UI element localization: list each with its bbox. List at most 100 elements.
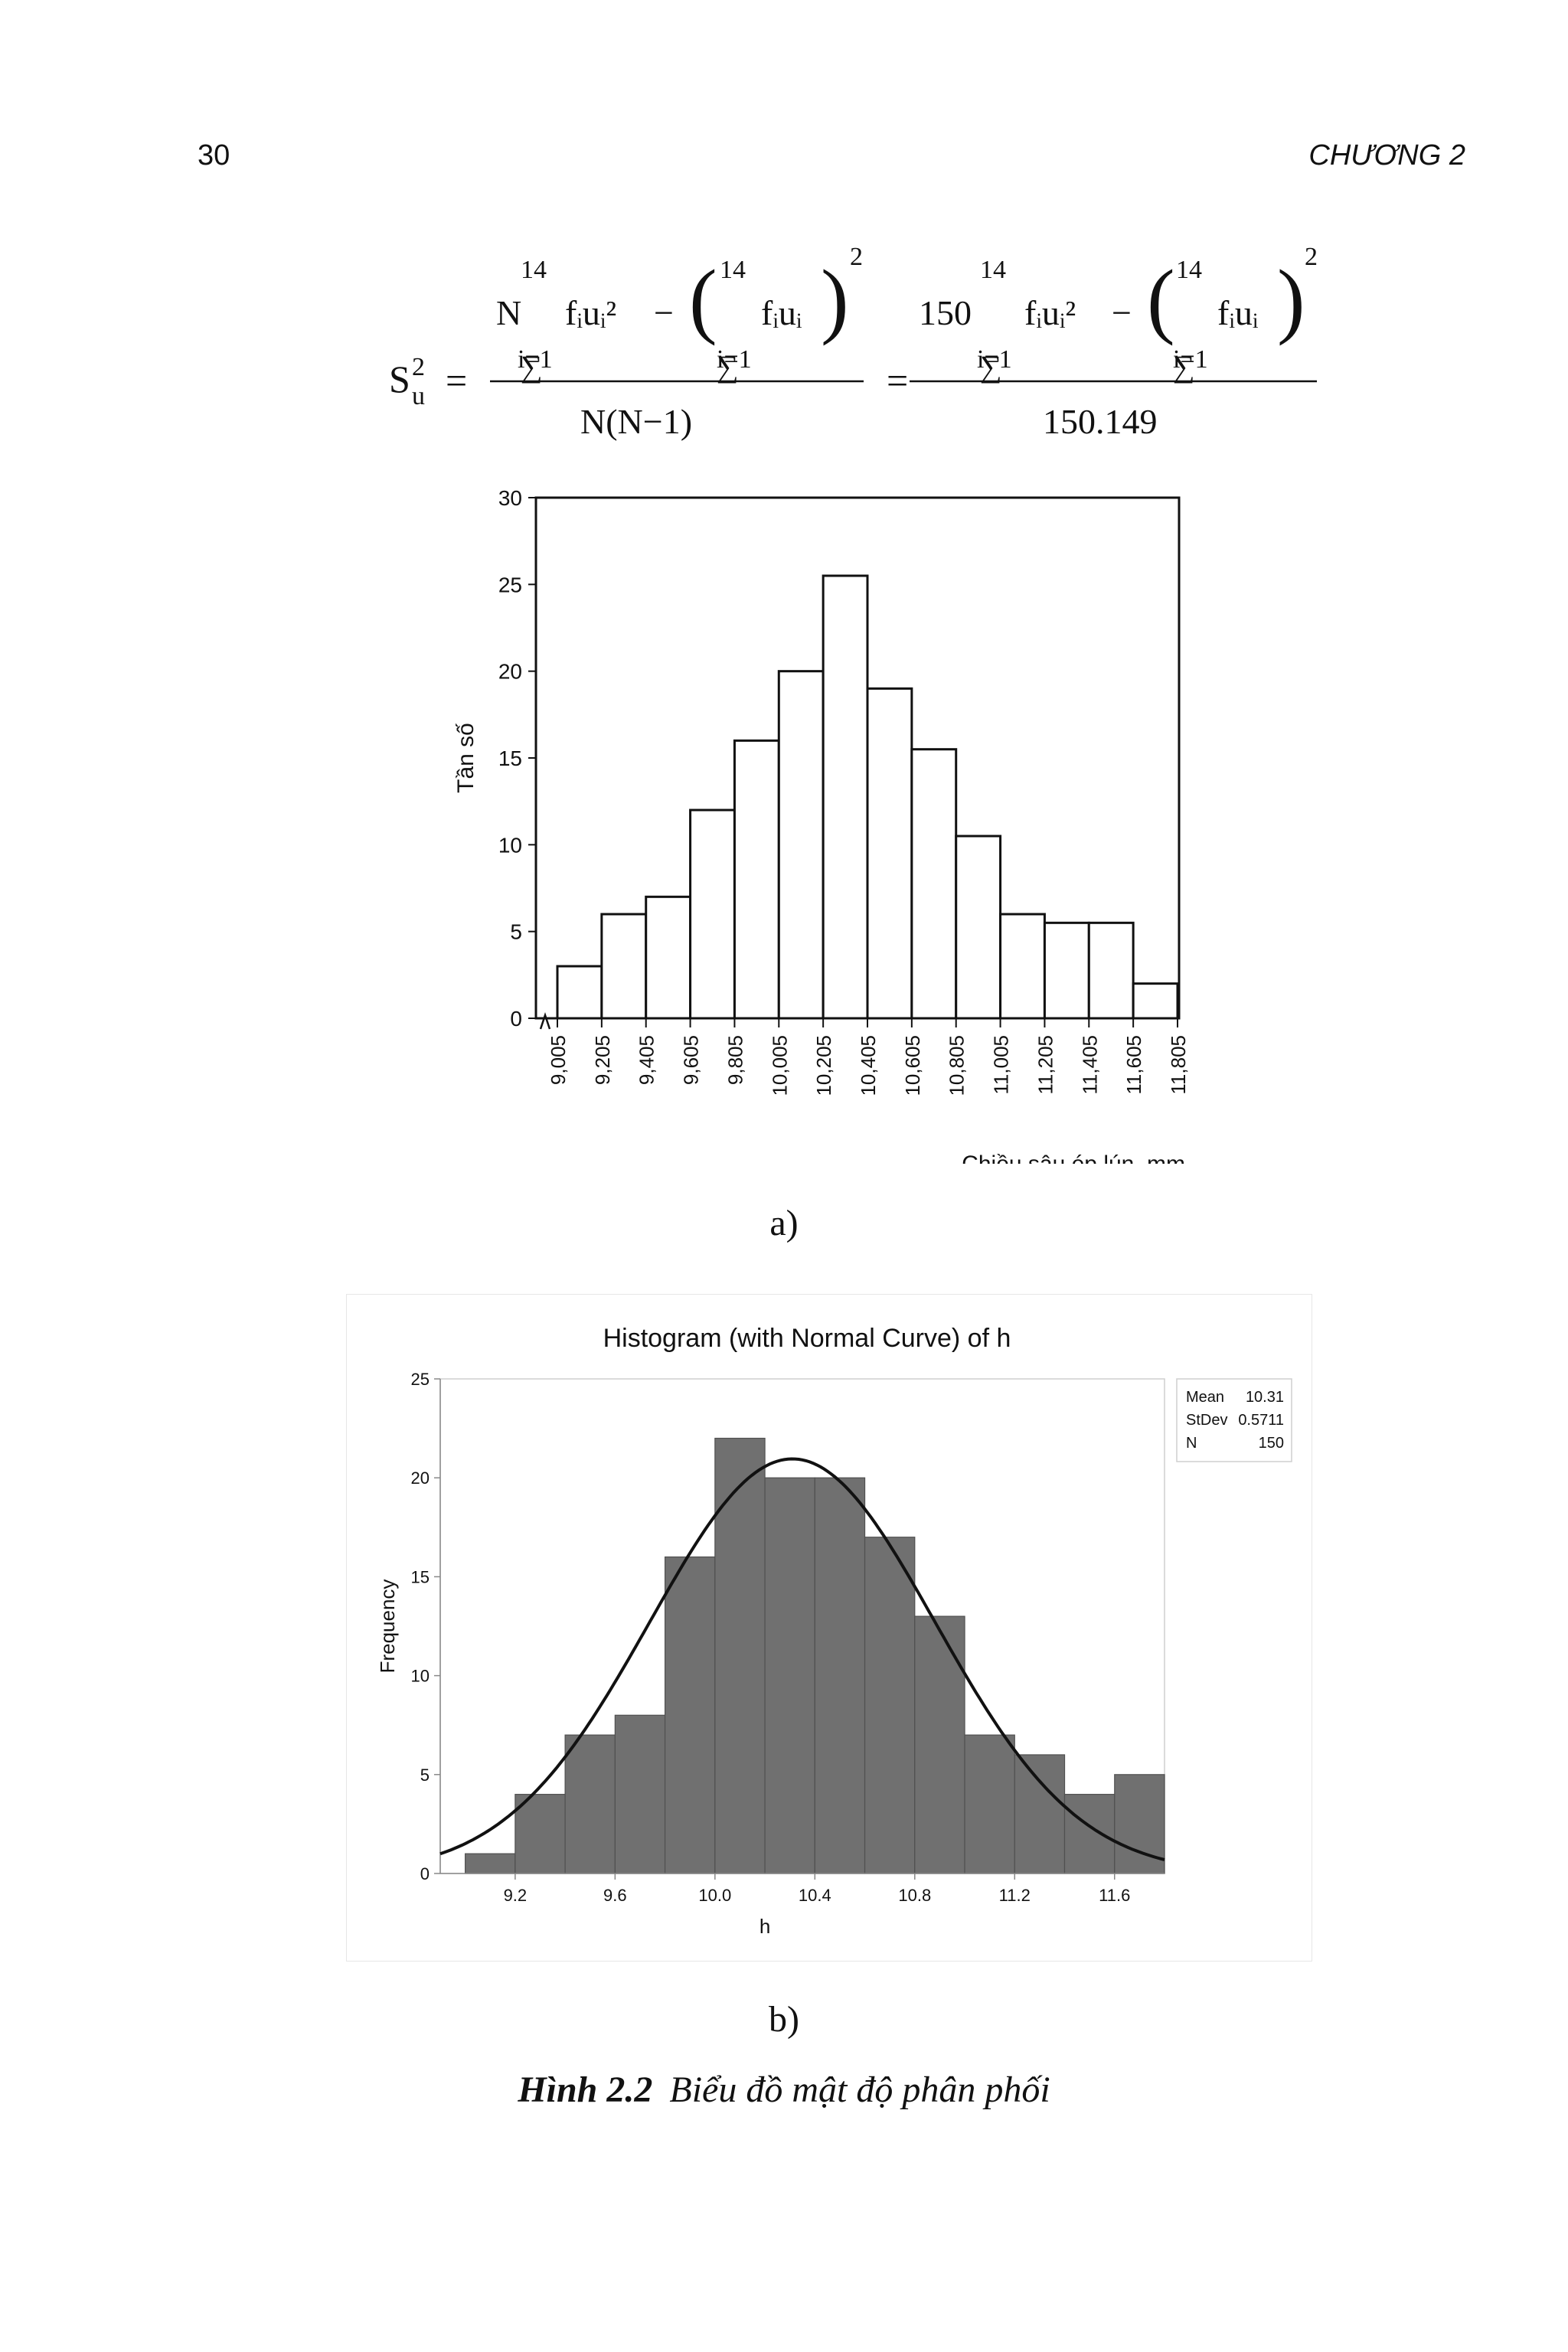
formula-num2-minus: − [1112, 293, 1132, 332]
formula-eq-2: = [887, 359, 908, 402]
bar-b [614, 1714, 666, 1874]
legend-stat-label: N [1186, 1435, 1197, 1452]
formula-sum-icon-2: ∑ [717, 349, 739, 384]
bar-b [1014, 1754, 1066, 1874]
formula-num2-term: fᵢuᵢ² [1024, 293, 1076, 332]
x-tick-label-a: 9,605 [680, 1035, 703, 1085]
figure-b-label: b) [769, 1999, 799, 2040]
x-tick-label-b: 9.2 [504, 1886, 528, 1905]
x-tick-label-a: 10,405 [857, 1035, 880, 1096]
y-tick-label-a: 10 [498, 833, 522, 857]
legend-stat-label: Mean [1186, 1389, 1224, 1406]
stats-legend-box [1176, 1378, 1292, 1462]
figure-number: Hình 2.2 [518, 2069, 653, 2110]
x-tick-label-b: 9.6 [603, 1886, 627, 1905]
x-tick-label-a: 11,605 [1122, 1035, 1145, 1095]
x-tick-label-a: 11,005 [990, 1035, 1013, 1095]
formula-num2-upper: 14 [980, 256, 1006, 284]
bar-a [645, 895, 692, 1020]
bar-a [556, 965, 603, 1020]
legend-stat-label: StDev [1186, 1412, 1227, 1429]
y-axis-label-a: Tần số [453, 723, 479, 793]
legend-stat-value: 10.31 [1246, 1389, 1284, 1406]
formula-sum-icon-1: ∑ [521, 349, 543, 384]
formula-num2-lower: i=1 [977, 345, 1012, 374]
axis-break-mark [539, 1012, 551, 1030]
y-axis-label-b: Frequency [376, 1579, 399, 1674]
y-tick-label-a: 15 [498, 746, 522, 770]
x-tick-label-b: 10.8 [898, 1886, 931, 1905]
formula-num1-upper: 14 [521, 256, 547, 284]
bar-b [964, 1734, 1015, 1874]
x-tick-label-b: 10.0 [698, 1886, 731, 1905]
bar-b [664, 1556, 716, 1874]
bar-a [955, 835, 1002, 1020]
formula-paren-right-1: ) [821, 253, 849, 346]
x-tick-label-a: 10,005 [768, 1035, 791, 1096]
x-tick-label-b: 11.6 [1099, 1886, 1130, 1905]
bar-b [465, 1853, 516, 1874]
bar-b [1063, 1794, 1116, 1874]
chapter-title: CHƯƠNG 2 [1308, 139, 1465, 172]
formula-sum-icon-4: ∑ [1173, 349, 1195, 384]
formula-lhs-symbol: S [389, 358, 410, 400]
y-tick-label-a: 30 [498, 486, 522, 510]
x-tick-label-b: 11.2 [999, 1886, 1031, 1905]
histogram-a: 0 5 10 15 20 25 30 Tần số 9,005 9,205 9,405 9,605 9,… [444, 475, 1240, 1177]
formula-num2-power: 2 [1305, 245, 1318, 271]
histogram-a-svg: 0 5 10 15 20 25 30 Tần số 9,005 9,205 9,405 9,605 9,… [453, 486, 1190, 1177]
y-tick-label-b: 25 [411, 1370, 430, 1389]
variance-formula: S 2 u = N 14 ∑ i=1 fᵢuᵢ² − ( 14 ∑ i=1 fᵢ… [383, 243, 1325, 452]
bar-a [822, 574, 869, 1020]
bar-a [1132, 982, 1179, 1020]
figure-caption: Hình 2.2 Biểu đồ mật độ phân phối [0, 2069, 1568, 2111]
formula-eq-1: = [446, 359, 467, 402]
y-tick-label-b: 15 [411, 1567, 430, 1586]
formula-den2: 150.149 [1043, 402, 1158, 441]
formula-num1-term: fᵢuᵢ² [565, 293, 616, 332]
bar-a [777, 670, 825, 1020]
bar-a [866, 687, 913, 1020]
y-tick-label-a: 20 [498, 660, 522, 684]
y-tick-label-b: 10 [411, 1667, 430, 1686]
bar-a [1087, 921, 1135, 1020]
y-tick-label-b: 0 [420, 1864, 430, 1883]
figure-title: Biểu đồ mật độ phân phối [669, 2069, 1050, 2110]
normal-curve [439, 1457, 1165, 1861]
x-tick-label-a: 9,405 [635, 1035, 658, 1085]
chart-title-b: Histogram (with Normal Curve) of h [603, 1324, 1011, 1353]
x-tick-label-a: 9,805 [724, 1035, 746, 1085]
legend-stat-value: 150 [1259, 1435, 1284, 1452]
formula-num1-coef: N [496, 293, 521, 332]
y-tick-label-b: 5 [420, 1766, 430, 1785]
x-tick-label-a: 10,605 [901, 1035, 924, 1096]
formula-paren-left-1: ( [689, 253, 717, 346]
x-tick-label-a: 9,005 [547, 1035, 570, 1085]
formula-num2-lower-2: i=1 [1173, 345, 1208, 374]
bar-b [764, 1477, 815, 1874]
formula-lhs-sub: u [412, 382, 425, 410]
legend-stat-value: 0.5711 [1238, 1412, 1284, 1429]
formula-paren-left-2: ( [1147, 253, 1175, 346]
formula-num2-coef: 150 [919, 293, 972, 332]
x-tick-label-a: 11,405 [1078, 1035, 1101, 1095]
x-axis-label-b: h [760, 1915, 770, 1938]
stats-legend: Mean 10.31 StDev 0.5711 N 150 [1176, 1378, 1292, 1462]
histogram-b-svg: Histogram (with Normal Curve) of h 0 5 10 15… [376, 1324, 1292, 1938]
histogram-b-panel: Histogram (with Normal Curve) of h 0 5 10 15… [346, 1294, 1312, 1962]
x-tick-label-a: 10,805 [946, 1035, 969, 1096]
formula-paren-right-2: ) [1277, 253, 1305, 346]
bar-a [999, 913, 1046, 1020]
bar-b [864, 1537, 916, 1874]
x-tick-label-a: 10,205 [812, 1035, 835, 1096]
x-axis-label-a: Chiều sâu ép lún, mm [962, 1152, 1185, 1164]
figure-a-label: a) [769, 1203, 799, 1243]
x-tick-label-b: 10.4 [799, 1886, 831, 1905]
y-tick-label-a: 5 [510, 920, 522, 944]
x-tick-label-a: 9,205 [591, 1035, 614, 1085]
formula-num1-power: 2 [850, 245, 863, 271]
y-tick-label-b: 20 [411, 1468, 430, 1488]
bar-b [564, 1734, 616, 1874]
formula-num1-minus: − [654, 293, 674, 332]
bar-a [689, 808, 736, 1020]
